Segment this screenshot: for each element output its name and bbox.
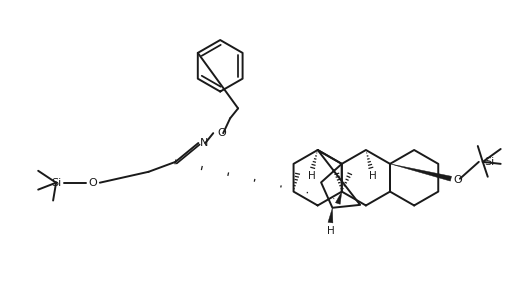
Text: Si: Si [484, 157, 494, 167]
Text: H: H [308, 171, 315, 181]
Polygon shape [390, 164, 451, 181]
Polygon shape [328, 208, 333, 223]
Text: O: O [89, 178, 97, 188]
Text: O: O [453, 175, 462, 185]
Text: O: O [217, 128, 226, 138]
Text: H: H [327, 226, 334, 235]
Text: Si: Si [51, 178, 61, 188]
Text: N: N [200, 138, 209, 148]
Text: H: H [369, 171, 377, 181]
Polygon shape [336, 192, 342, 204]
